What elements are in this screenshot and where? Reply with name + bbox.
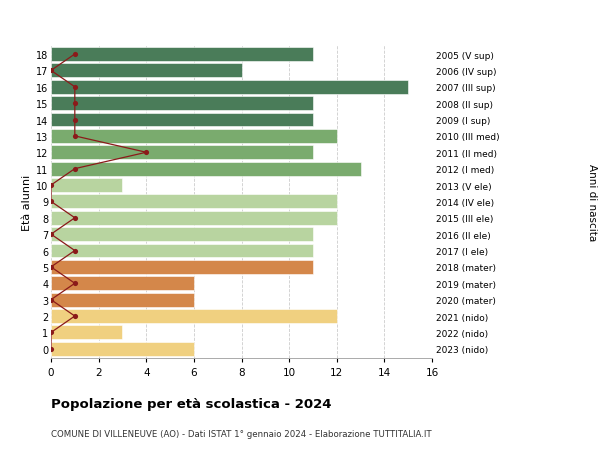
Text: Anni di nascita: Anni di nascita <box>587 163 597 241</box>
Point <box>46 231 56 238</box>
Point <box>70 84 80 91</box>
Bar <box>51 277 194 291</box>
Point <box>46 329 56 336</box>
Bar <box>51 48 313 62</box>
Point <box>70 215 80 222</box>
Bar <box>51 211 337 225</box>
Point <box>70 166 80 173</box>
Bar <box>51 293 194 307</box>
Point <box>70 313 80 320</box>
Bar <box>51 81 408 95</box>
Bar <box>51 129 337 144</box>
Point <box>46 345 56 353</box>
Bar <box>51 342 194 356</box>
Point <box>46 297 56 304</box>
Point <box>70 247 80 255</box>
Point <box>46 182 56 189</box>
Text: COMUNE DI VILLENEUVE (AO) - Dati ISTAT 1° gennaio 2024 - Elaborazione TUTTITALIA: COMUNE DI VILLENEUVE (AO) - Dati ISTAT 1… <box>51 429 431 438</box>
Bar <box>51 97 313 111</box>
Point <box>46 67 56 75</box>
Bar <box>51 309 337 323</box>
Bar <box>51 228 313 241</box>
Point <box>70 280 80 287</box>
Point <box>70 51 80 59</box>
Bar <box>51 260 313 274</box>
Bar <box>51 113 313 127</box>
Point <box>70 100 80 107</box>
Bar <box>51 179 122 193</box>
Point <box>70 133 80 140</box>
Point <box>46 263 56 271</box>
Point <box>142 149 151 157</box>
Bar <box>51 64 241 78</box>
Text: Popolazione per età scolastica - 2024: Popolazione per età scolastica - 2024 <box>51 397 331 410</box>
Bar <box>51 162 361 176</box>
Bar <box>51 244 313 258</box>
Point <box>46 198 56 206</box>
Bar <box>51 326 122 340</box>
Bar <box>51 146 313 160</box>
Point <box>70 117 80 124</box>
Y-axis label: Età alunni: Età alunni <box>22 174 32 230</box>
Bar <box>51 195 337 209</box>
